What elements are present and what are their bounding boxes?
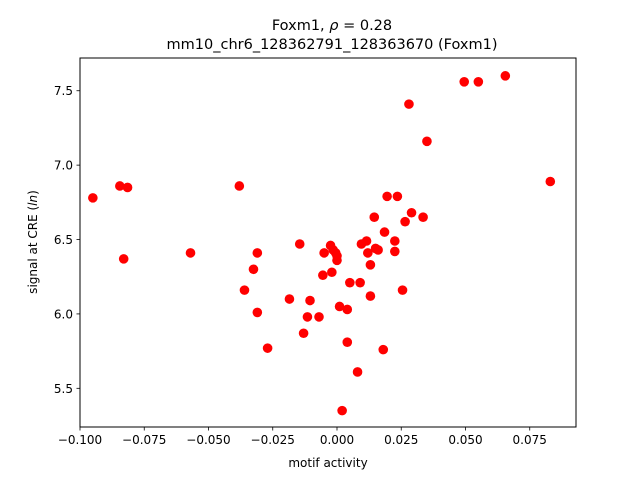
data-point — [88, 193, 98, 203]
data-point — [392, 191, 403, 202]
data-point — [337, 405, 347, 416]
data-point — [363, 248, 373, 258]
data-point — [294, 239, 305, 249]
y-axis-label-prefix: signal at CRE ( — [26, 206, 40, 294]
data-point — [122, 182, 133, 193]
title-suffix: = 0.28 — [338, 18, 392, 34]
data-point — [239, 285, 250, 295]
title-rho-symbol: ρ — [329, 18, 339, 34]
data-point — [314, 312, 324, 322]
data-point — [390, 236, 400, 246]
data-point — [355, 277, 365, 288]
data-point — [500, 71, 511, 81]
data-point — [118, 254, 129, 264]
data-point — [319, 248, 329, 258]
x-tick-label: −0.050 — [186, 433, 230, 447]
x-tick-label: 0.075 — [513, 433, 547, 447]
data-point — [397, 285, 408, 295]
x-tick-label: 0.000 — [320, 433, 354, 447]
title-prefix: Foxm1, — [272, 18, 329, 34]
y-tick-label: 7.5 — [54, 84, 73, 98]
data-point — [185, 248, 196, 258]
data-point — [473, 77, 484, 87]
data-point — [418, 212, 428, 223]
x-tick-label: 0.050 — [448, 433, 482, 447]
data-point — [422, 136, 432, 147]
data-point — [459, 77, 470, 87]
x-tick-label: −0.100 — [58, 433, 102, 447]
data-point — [342, 337, 353, 347]
data-point — [330, 248, 341, 258]
data-point — [369, 212, 380, 223]
data-point — [115, 181, 125, 191]
data-point — [400, 216, 410, 227]
chart-subtitle: mm10_chr6_128362791_128363670 (Foxm1) — [167, 37, 498, 53]
y-axis: 5.5 6.0 6.5 7.0 7.5 — [54, 84, 80, 396]
data-point — [361, 236, 372, 246]
data-point — [365, 291, 376, 301]
y-tick-label: 6.5 — [54, 233, 73, 247]
y-tick-label: 5.5 — [54, 382, 73, 396]
data-point — [305, 295, 315, 306]
x-tick-label: −0.075 — [122, 433, 166, 447]
data-point — [284, 294, 295, 304]
y-tick-label: 7.0 — [54, 159, 73, 173]
data-point — [234, 181, 245, 191]
data-point — [352, 367, 363, 377]
data-point — [382, 191, 392, 202]
data-point — [252, 307, 263, 318]
x-tick-label: 0.025 — [384, 433, 418, 447]
y-tick-label: 6.0 — [54, 307, 73, 321]
data-point — [406, 207, 417, 218]
data-point — [262, 343, 273, 353]
x-tick-label: −0.025 — [251, 433, 295, 447]
data-point — [545, 176, 556, 187]
data-point — [378, 344, 389, 355]
data-point — [318, 270, 328, 281]
data-point — [298, 328, 309, 339]
data-point — [379, 227, 390, 237]
y-axis-label: signal at CRE (ln) — [26, 190, 40, 294]
x-axis-label: motif activity — [288, 456, 367, 470]
y-axis-label-italic: ln — [26, 195, 40, 206]
chart-title: Foxm1, ρ = 0.28 — [272, 18, 392, 34]
x-axis: −0.100 −0.075 −0.050 −0.025 0.000 0.025 0.050 0… — [58, 427, 547, 447]
data-point — [365, 260, 376, 270]
data-point — [404, 99, 414, 109]
data-points — [88, 71, 556, 416]
y-axis-label-suffix: ) — [26, 190, 40, 195]
plot-frame — [79, 57, 577, 428]
data-point — [390, 246, 400, 257]
data-point — [332, 255, 342, 266]
data-point — [302, 312, 313, 322]
data-point — [334, 301, 345, 312]
data-point — [327, 267, 337, 278]
data-point — [342, 304, 353, 315]
data-point — [252, 248, 263, 258]
data-point — [345, 277, 355, 288]
data-point — [373, 245, 383, 255]
data-point — [248, 264, 259, 275]
